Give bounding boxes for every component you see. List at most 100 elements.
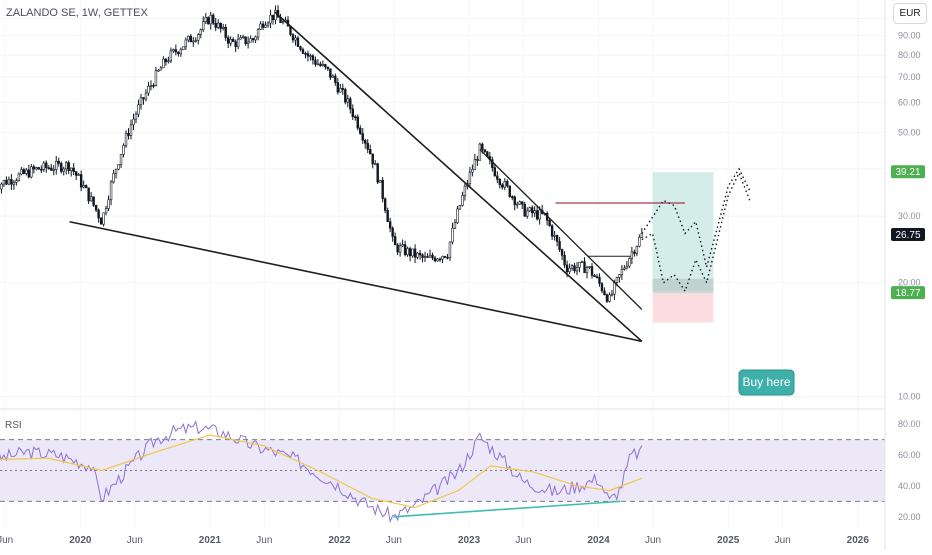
trade-zones (652, 172, 714, 323)
candle-body (27, 169, 31, 178)
candle-body (37, 167, 41, 170)
time-tick-label: Jun (515, 535, 531, 546)
candle-body (129, 124, 133, 136)
candle-body (588, 266, 591, 268)
time-tick-label: Jun (127, 535, 143, 546)
candle-body (77, 174, 80, 176)
candle-body (523, 203, 526, 217)
rsi-divergence-line[interactable] (393, 500, 621, 518)
candle-body (55, 160, 58, 170)
candle-body (553, 235, 556, 237)
candle-body (568, 267, 571, 273)
candle-body (244, 36, 247, 45)
target-price-text: 39.21 (895, 167, 920, 178)
candle-body (381, 179, 384, 200)
candle-body (174, 49, 178, 53)
candle-body (114, 168, 118, 174)
candle-body (590, 266, 594, 276)
candle-body (15, 180, 18, 183)
candle-body (306, 53, 310, 57)
candle-body (376, 163, 379, 183)
candle-body (134, 113, 138, 120)
candle-body (516, 203, 519, 206)
candle-body (468, 171, 472, 185)
candle-body (234, 41, 237, 47)
support-trendline[interactable] (69, 220, 642, 343)
candle-body (598, 276, 601, 284)
descending-trendline[interactable] (274, 11, 643, 342)
candle-body (229, 39, 232, 44)
rsi-tick-label: 20.00 (898, 512, 921, 522)
currency-selector[interactable]: EUR (893, 3, 927, 24)
price-tick-label: 80.00 (898, 50, 921, 60)
candle-body (296, 37, 300, 47)
candle-body (311, 55, 315, 61)
price-tick-label: 20.00 (898, 278, 921, 288)
candle-body (635, 245, 639, 254)
candle-body (428, 254, 432, 258)
candle-body (25, 169, 28, 174)
candle-body (192, 40, 195, 43)
candle-body (256, 29, 260, 38)
candle-body (149, 85, 153, 87)
candle-body (94, 204, 98, 211)
candle-body (321, 64, 325, 66)
candle-body (386, 210, 389, 223)
candle-body (433, 257, 437, 262)
candle-body (513, 196, 516, 206)
candle-body (266, 22, 270, 26)
candle-body (633, 251, 636, 254)
time-tick-label: Jun (0, 535, 13, 546)
candle-body (157, 69, 160, 72)
candle-body (97, 209, 100, 219)
time-tick-label: Jun (256, 535, 272, 546)
rsi-tick-label: 80.00 (898, 419, 921, 429)
candle-body (496, 175, 499, 180)
candle-body (144, 92, 148, 100)
candle-body (413, 248, 417, 258)
candle-body (187, 35, 190, 41)
projection-path[interactable] (641, 167, 751, 268)
candle-body (610, 293, 614, 296)
candle-body (179, 49, 183, 55)
candle-body (451, 227, 454, 243)
rsi-title: RSI (5, 420, 22, 431)
candle-body (132, 118, 135, 126)
candle-body (481, 143, 484, 151)
candle-body (40, 168, 43, 171)
candle-body (99, 217, 103, 225)
candle-body (204, 17, 207, 22)
candle-body (70, 167, 73, 172)
buy-here-callout[interactable]: Buy here (738, 369, 795, 396)
candle-body (351, 108, 354, 118)
candle-body (324, 64, 327, 68)
candle-body (359, 127, 362, 134)
candle-body (364, 139, 367, 144)
symbol-title: ZALANDO SE, 1W, GETTEX (6, 7, 148, 19)
candle-body (0, 183, 3, 190)
entry-price-label: 18.77 (891, 286, 925, 300)
time-tick-label: 2023 (458, 535, 481, 546)
last-price-text: 26.75 (895, 230, 920, 241)
candle-body (603, 290, 606, 295)
candle-body (563, 254, 566, 266)
candle-body (62, 168, 65, 172)
target-price-label: 39.21 (891, 165, 925, 179)
projection-path[interactable] (641, 171, 751, 293)
candle-body (361, 133, 364, 141)
candle-body (301, 49, 305, 54)
candle-body (585, 267, 589, 274)
candle-body (182, 46, 185, 51)
candle-body (436, 258, 439, 262)
candle-body (508, 185, 511, 197)
candle-body (224, 27, 227, 38)
secondary-trendline[interactable] (479, 149, 643, 310)
candle-body (595, 276, 599, 278)
trendline-drawings[interactable] (69, 11, 751, 343)
candle-body (67, 162, 70, 172)
candle-body (47, 167, 50, 170)
candle-body (339, 87, 342, 93)
candle-body (271, 14, 275, 21)
